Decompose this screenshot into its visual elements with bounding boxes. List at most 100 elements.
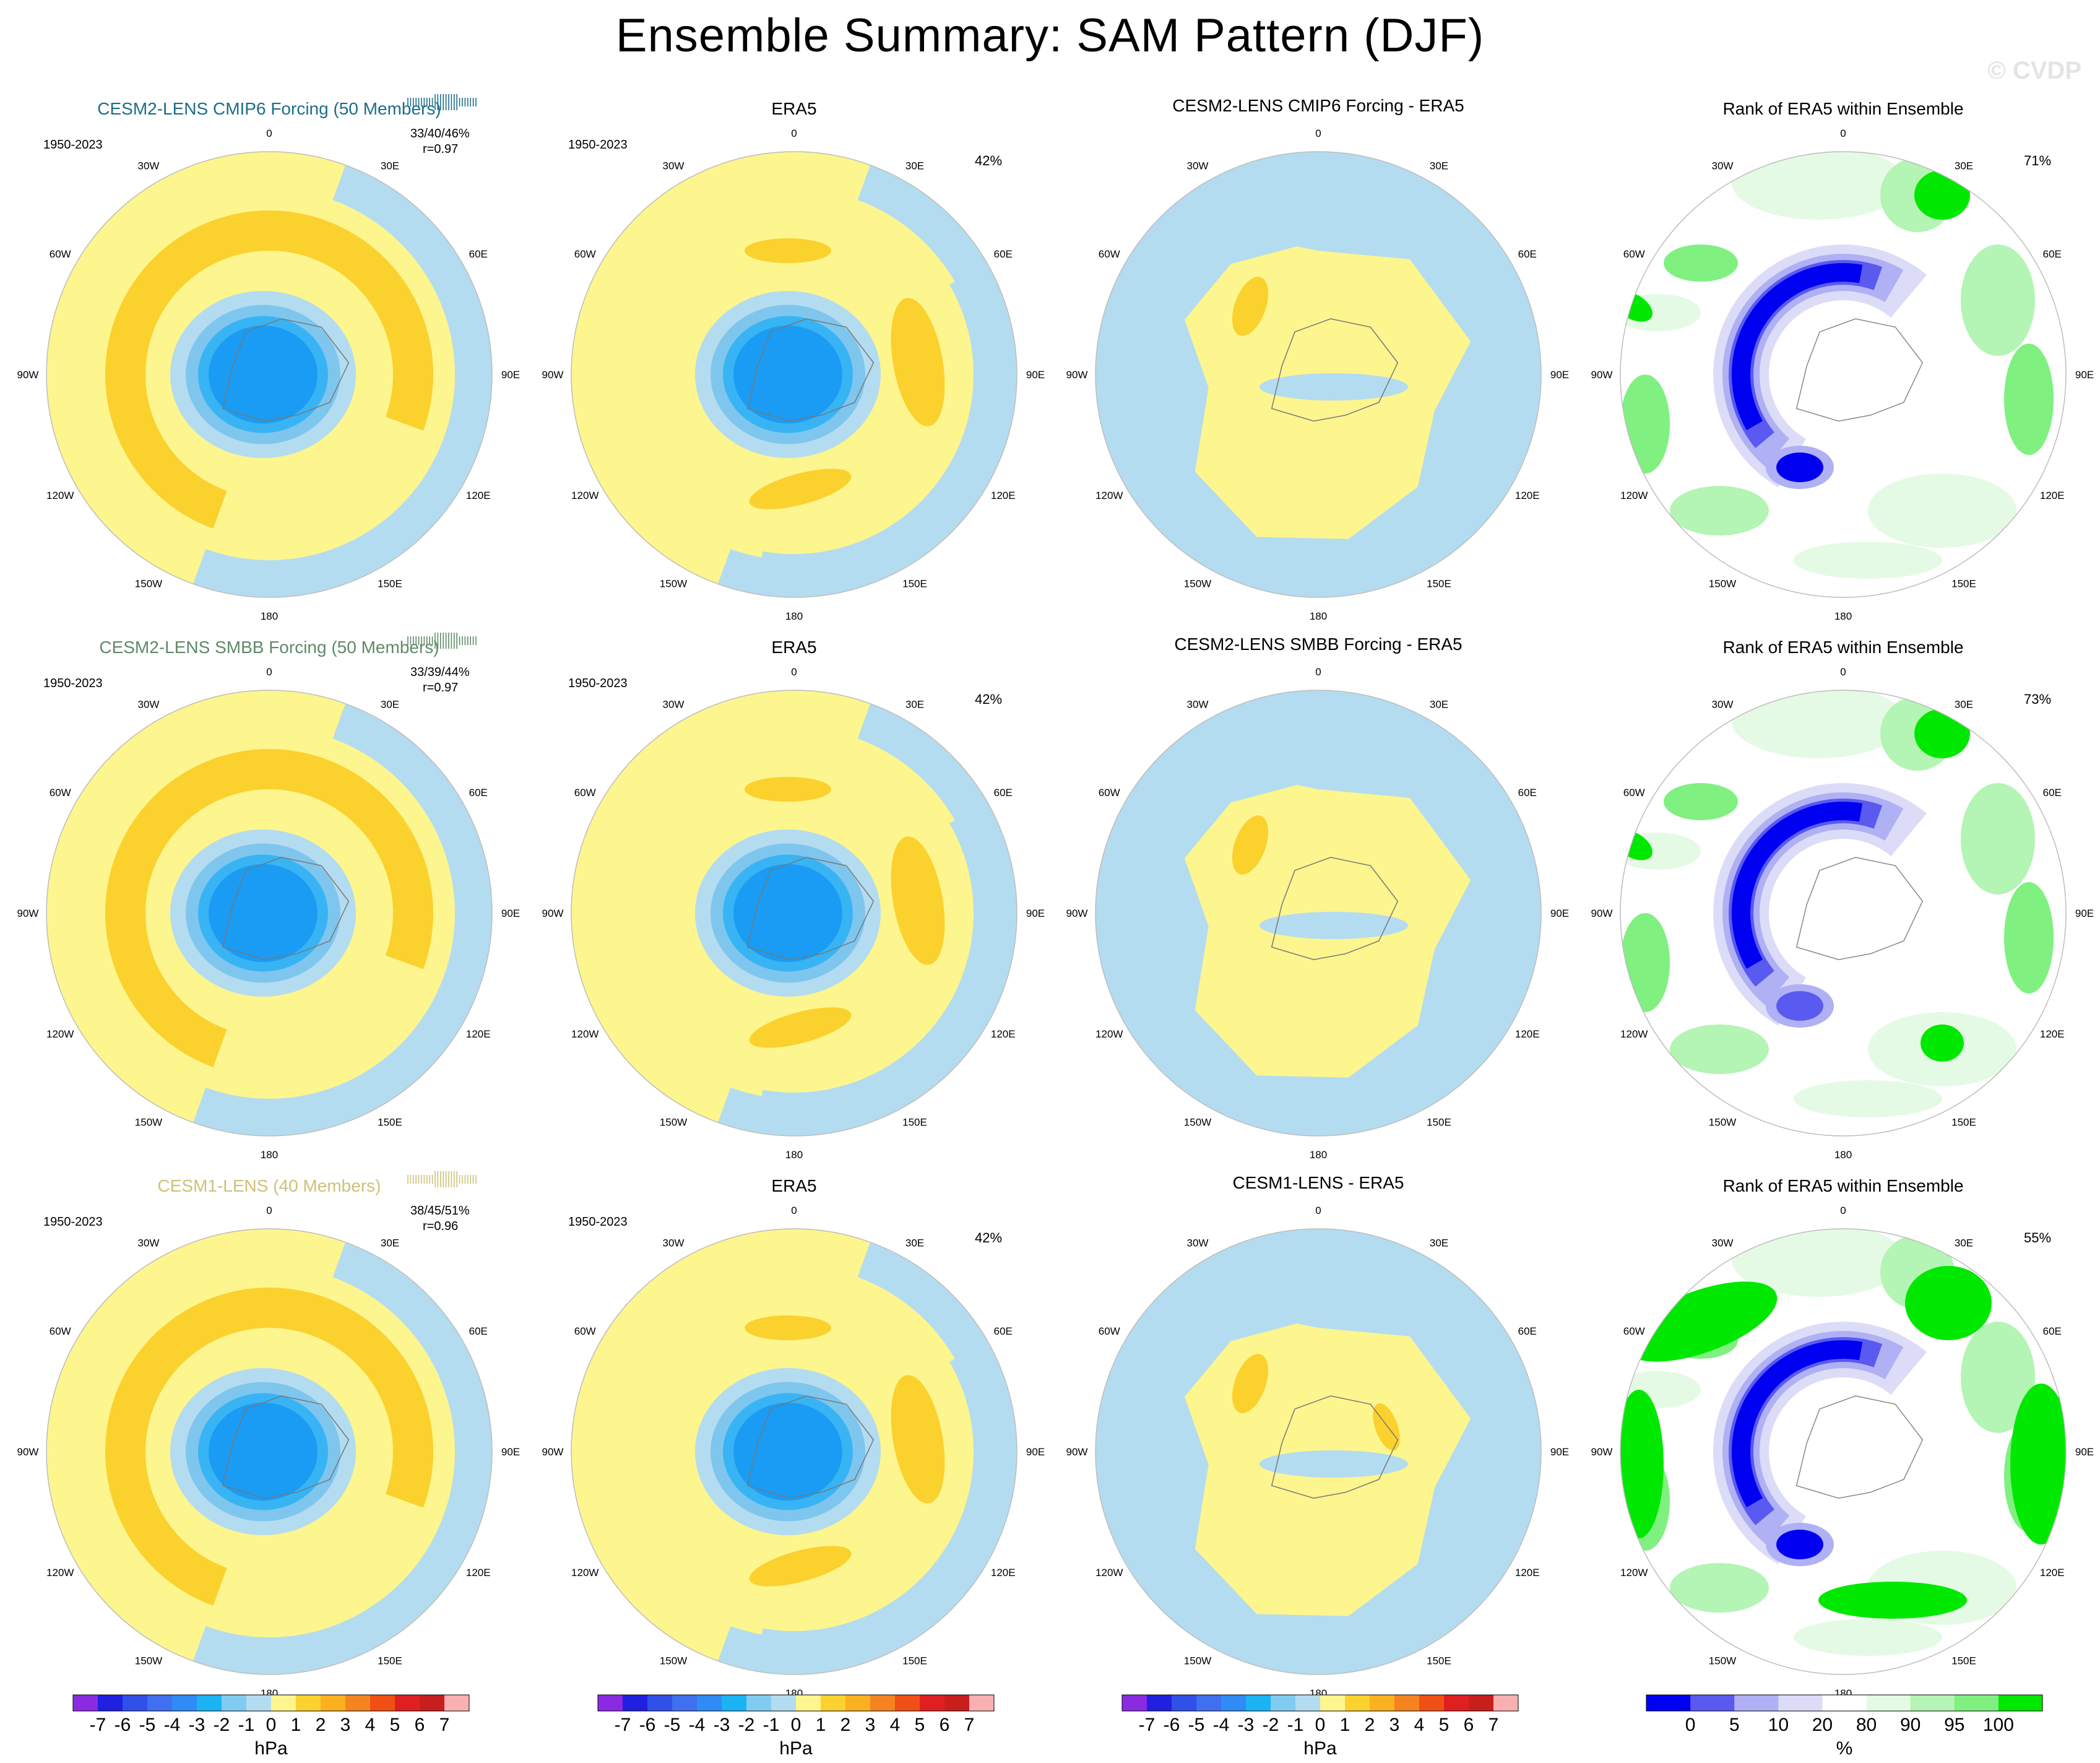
longitude-label: 30W — [138, 1237, 160, 1249]
colorbar-swatch — [98, 1695, 123, 1711]
period-label: 1950-2023 — [43, 138, 103, 152]
colorbar-tick-label: -4 — [164, 1715, 181, 1735]
map-border — [46, 1228, 493, 1675]
longitude-label: 60E — [1518, 787, 1537, 799]
pattern-correlation: r=0.97 — [423, 681, 459, 695]
colorbar-swatch — [796, 1695, 821, 1711]
longitude-label: 90E — [1026, 907, 1045, 919]
longitude-label: 30W — [138, 698, 160, 710]
longitude-label: 30W — [663, 1237, 685, 1249]
member-tick-strip — [407, 1171, 477, 1187]
longitude-label: 30E — [1955, 1237, 1973, 1249]
positive-anomaly — [745, 238, 831, 263]
longitude-label: 90W — [17, 1446, 39, 1458]
colorbar-swatch — [845, 1695, 871, 1711]
colorbar-swatch — [1734, 1695, 1779, 1711]
rank-green-region — [1670, 1563, 1769, 1613]
longitude-label: 90W — [1591, 369, 1613, 381]
map-field — [1620, 1229, 2066, 1674]
longitude-label: 90E — [1550, 1446, 1569, 1458]
coastline — [222, 1395, 350, 1499]
rank-green-region — [1670, 1024, 1769, 1074]
colorbar-tick-label: 3 — [865, 1715, 876, 1735]
longitude-label: 120W — [1095, 1028, 1123, 1040]
longitude-label: 30W — [1187, 1237, 1209, 1249]
longitude-label: 120E — [1515, 1028, 1540, 1040]
colorbar-swatch — [321, 1695, 346, 1711]
longitude-label: 30W — [1712, 160, 1734, 171]
colorbar-tick-label: 3 — [1389, 1715, 1400, 1735]
longitude-label: 150W — [1184, 1655, 1211, 1667]
colorbar-tick-label: 20 — [1812, 1715, 1833, 1735]
figure-title: Ensemble Summary: SAM Pattern (DJF) — [615, 9, 1485, 62]
longitude-label: 30W — [1712, 698, 1734, 710]
negative-anomaly — [189, 691, 492, 1136]
variance-stats: 33/40/46% — [410, 127, 470, 141]
rank-green-region — [1670, 486, 1769, 535]
colorbar-swatch — [1246, 1695, 1271, 1711]
positive-anomaly — [1232, 815, 1269, 875]
longitude-label: 150E — [1427, 1655, 1451, 1667]
map-border — [1095, 1228, 1542, 1675]
longitude-label: 60W — [50, 1325, 71, 1337]
longitude-label: 0 — [1315, 1205, 1321, 1216]
colorbar-swatch — [420, 1695, 445, 1711]
map-border — [1620, 690, 2067, 1137]
longitude-label: 150W — [135, 578, 162, 590]
colorbar-2: -7 -6 -5 -4 -3 -2 -1 0 1 2 3 4 5 6 7 hPa — [597, 1694, 995, 1759]
positive-anomaly — [745, 1315, 831, 1340]
map-field — [1095, 1229, 1541, 1674]
colorbar-swatch — [1998, 1695, 2043, 1711]
colorbar-swatch — [444, 1695, 470, 1711]
colorbar-swatch — [246, 1695, 272, 1711]
negative-anomaly — [209, 864, 318, 963]
colorbar-tick-label: -6 — [1164, 1715, 1180, 1735]
era5-variance-pct: 42% — [975, 1230, 1003, 1245]
coastline — [1795, 857, 1924, 960]
member-tick-strip — [407, 633, 477, 649]
colorbar-swatch — [870, 1695, 896, 1711]
positive-anomaly — [1373, 1403, 1400, 1451]
colorbar-swatch — [647, 1695, 673, 1711]
longitude-label: 120E — [466, 490, 491, 501]
map-panel-r1-c1: 0 30E 60E 90E 120E 150E 180 150W 120W 90W 60W 30W — [17, 128, 521, 622]
longitude-label: 60E — [994, 248, 1013, 260]
rank-green-region — [1732, 152, 1905, 220]
colorbar-tick-label: 100 — [1983, 1715, 2014, 1735]
colorbar-swatch — [271, 1695, 296, 1711]
watermark: © CVDP — [1987, 57, 2081, 84]
colorbar-swatch — [345, 1695, 371, 1711]
model-panel-title: CESM1-LENS (40 Members) — [157, 1176, 381, 1195]
longitude-label: 60W — [50, 248, 71, 260]
map-field — [1620, 690, 2066, 1136]
rank-green-region — [2004, 882, 2054, 994]
rank-green-region — [1624, 1281, 1778, 1362]
longitude-label: 0 — [266, 128, 272, 139]
longitude-label: 30W — [663, 698, 685, 710]
era5-panel-title: ERA5 — [771, 1176, 817, 1195]
colorbar-swatch — [623, 1695, 648, 1711]
longitude-label: 150E — [1951, 578, 1976, 590]
longitude-label: 30E — [1955, 698, 1973, 710]
colorbar-tick-label: 6 — [940, 1715, 950, 1735]
longitude-label: 150E — [1427, 578, 1451, 590]
colorbar-swatch — [1172, 1695, 1197, 1711]
coastline — [222, 857, 350, 960]
era5-panel-title: ERA5 — [771, 638, 817, 657]
colorbar-swatch — [1295, 1695, 1321, 1711]
negative-anomaly — [189, 1230, 492, 1674]
longitude-label: 120W — [46, 1028, 74, 1040]
rank-green-region — [1914, 170, 1970, 220]
longitude-label: 60W — [1623, 248, 1645, 260]
rank-green-region — [1818, 1582, 1967, 1619]
pattern-correlation: r=0.96 — [423, 1219, 459, 1233]
colorbar-tick-label: -5 — [1188, 1715, 1205, 1735]
colorbar-swatch — [920, 1695, 945, 1711]
coastline — [1271, 1395, 1399, 1499]
longitude-label: 150W — [660, 1117, 687, 1128]
colorbar-swatch — [197, 1695, 222, 1711]
colorbar-unit: hPa — [779, 1738, 813, 1759]
positive-anomaly — [1232, 277, 1269, 336]
colorbar-swatch — [1271, 1695, 1296, 1711]
